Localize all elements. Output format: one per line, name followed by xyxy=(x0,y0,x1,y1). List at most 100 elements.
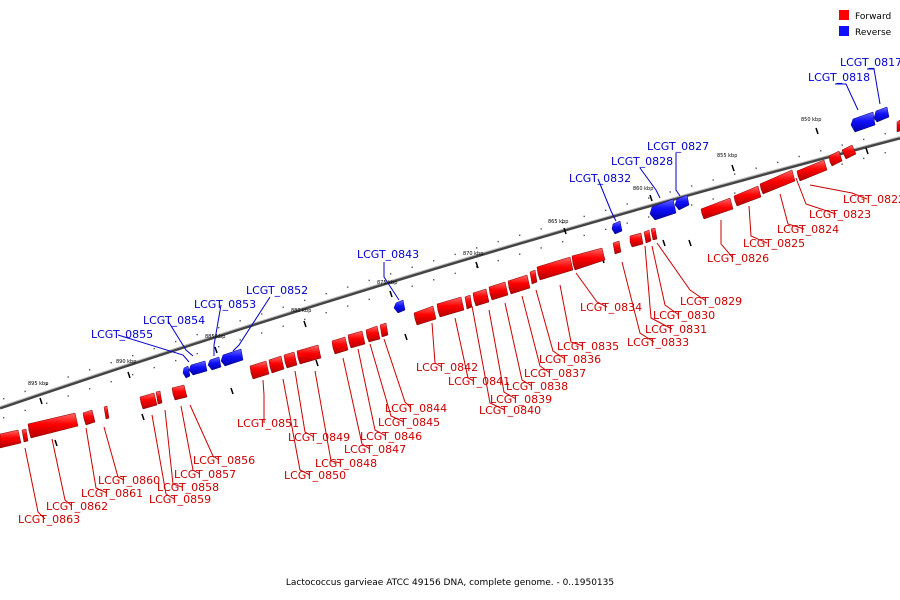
gene-arrow-lcgt-0855[interactable] xyxy=(182,365,191,379)
gene-label-lcgt-0854[interactable]: LCGT_0854 xyxy=(143,314,205,327)
gene-label-lcgt-0856[interactable]: LCGT_0856 xyxy=(193,454,255,467)
gene-label-lcgt-0823[interactable]: LCGT_0823 xyxy=(809,208,871,221)
gene-arrow-lcgt-0826b[interactable] xyxy=(733,185,762,207)
tick-880kbp: 880 kbp xyxy=(291,308,311,328)
gene-label-lcgt-0817[interactable]: LCGT_0817 xyxy=(840,56,900,69)
scale-dot xyxy=(648,216,650,218)
gene-label-lcgt-0832[interactable]: LCGT_0832 xyxy=(569,172,631,185)
gene-label-lcgt-0852[interactable]: LCGT_0852 xyxy=(246,284,308,297)
gene-label-lcgt-0831[interactable]: LCGT_0831 xyxy=(645,323,707,336)
gene-arrow-lcgt-0832[interactable] xyxy=(611,220,623,235)
gene-arrow-lcgt-0844[interactable] xyxy=(379,322,389,338)
gene-label-lcgt-0850[interactable]: LCGT_0850 xyxy=(284,469,346,482)
scale-dot xyxy=(712,198,714,200)
gene-label-lcgt-0846[interactable]: LCGT_0846 xyxy=(360,430,422,443)
gene-label-lcgt-0859[interactable]: LCGT_0859 xyxy=(149,493,211,506)
gene-label-lcgt-0838[interactable]: LCGT_0838 xyxy=(506,380,568,393)
gene-arrow-lcgt-0840[interactable] xyxy=(464,294,473,310)
gene-label-lcgt-0843[interactable]: LCGT_0843 xyxy=(357,248,419,261)
gene-label-lcgt-0855[interactable]: LCGT_0855 xyxy=(91,328,153,341)
gene-arrow-lcgt-0831[interactable] xyxy=(629,232,644,248)
gene-label-lcgt-0826[interactable]: LCGT_0826 xyxy=(707,252,769,265)
gene-arrow-lcgt-0856[interactable] xyxy=(171,384,188,401)
gene-arrow-lcgt-0846[interactable] xyxy=(347,330,366,349)
gene-arrow-lcgt-0857[interactable] xyxy=(155,390,163,405)
gene-arrow-lcgt-0835[interactable] xyxy=(536,256,574,281)
gene-label-lcgt-0828[interactable]: LCGT_0828 xyxy=(611,155,673,168)
gene-label-lcgt-0833[interactable]: LCGT_0833 xyxy=(627,336,689,349)
gene-arrow-lcgt-0841[interactable] xyxy=(436,296,465,318)
gene-arrow-lcgt-0822[interactable] xyxy=(896,119,900,133)
gene-label-lcgt-0840[interactable]: LCGT_0840 xyxy=(479,404,541,417)
gene-label-lcgt-0863[interactable]: LCGT_0863 xyxy=(18,513,80,526)
gene-arrow-lcgt-0860[interactable] xyxy=(103,405,110,420)
gene-label-lcgt-0851[interactable]: LCGT_0851 xyxy=(237,417,299,430)
gene-label-lcgt-0839[interactable]: LCGT_0839 xyxy=(490,393,552,406)
gene-arrow-lcgt-0834[interactable] xyxy=(571,247,606,271)
scale-dot xyxy=(734,192,736,194)
scale-dot xyxy=(734,173,736,175)
gene-arrow-lcgt-0850[interactable] xyxy=(268,355,285,374)
scale-dotted-line-upper xyxy=(3,133,886,400)
gene-arrow-lcgt-0826c[interactable] xyxy=(700,197,734,220)
gene-label-lcgt-0818[interactable]: LCGT_0818 xyxy=(808,71,870,84)
gene-arrow-lcgt-0839[interactable] xyxy=(472,288,490,307)
gene-label-lcgt-0825[interactable]: LCGT_0825 xyxy=(743,237,805,250)
gene-arrow-lcgt-0827[interactable] xyxy=(674,194,690,211)
gene-arrow-lcgt-0842[interactable] xyxy=(413,305,437,326)
gene-arrow-lcgt-0858[interactable] xyxy=(139,392,158,410)
gene-arrow-lcgt-0833[interactable] xyxy=(612,240,622,255)
gene-label-lcgt-0830[interactable]: LCGT_0830 xyxy=(653,309,715,322)
gene-label-lcgt-0847[interactable]: LCGT_0847 xyxy=(344,443,406,456)
gene-label-lcgt-0853[interactable]: LCGT_0853 xyxy=(194,298,256,311)
gene-arrow-lcgt-0825[interactable] xyxy=(796,159,828,182)
gene-arrow-lcgt-0830[interactable] xyxy=(643,229,652,244)
gene-arrow-lcgt-0826[interactable] xyxy=(759,169,796,195)
gene-label-lcgt-0844[interactable]: LCGT_0844 xyxy=(385,402,447,415)
gene-arrow-lcgt-0828[interactable] xyxy=(649,198,677,221)
gene-arrow-lcgt-0845[interactable] xyxy=(365,325,381,343)
gene-arrow-lcgt-0829[interactable] xyxy=(650,227,658,241)
scale-dot xyxy=(605,228,607,230)
scale-dot xyxy=(282,306,284,308)
gene-label-lcgt-0861[interactable]: LCGT_0861 xyxy=(81,487,143,500)
gene-arrow-lcgt-0847[interactable] xyxy=(331,336,349,355)
gene-label-lcgt-0834[interactable]: LCGT_0834 xyxy=(580,301,642,314)
gene-arrow-lcgt-0862[interactable] xyxy=(27,412,79,439)
gene-arrow-lcgt-0852[interactable] xyxy=(220,348,244,367)
gene-label-lcgt-0858[interactable]: LCGT_0858 xyxy=(157,481,219,494)
gene-arrow-lcgt-0863[interactable] xyxy=(0,429,22,449)
gene-label-lcgt-0849[interactable]: LCGT_0849 xyxy=(288,431,350,444)
gene-arrow-lcgt-0817[interactable] xyxy=(873,106,890,123)
gene-label-lcgt-0829[interactable]: LCGT_0829 xyxy=(680,295,742,308)
gene-label-lcgt-0836[interactable]: LCGT_0836 xyxy=(539,353,601,366)
gene-label-lcgt-0837[interactable]: LCGT_0837 xyxy=(524,367,586,380)
gene-arrow-lcgt-0818[interactable] xyxy=(850,111,876,133)
gene-arrow-lcgt-0853[interactable] xyxy=(207,356,222,371)
gene-label-lcgt-0827[interactable]: LCGT_0827 xyxy=(647,140,709,153)
gene-arrow-lcgt-0837[interactable] xyxy=(507,274,531,295)
gene-arrow-lcgt-0843[interactable] xyxy=(393,299,406,314)
gene-arrow-lcgt-0848[interactable] xyxy=(296,344,322,365)
gene-label-lcgt-0835[interactable]: LCGT_0835 xyxy=(557,340,619,353)
gene-label-lcgt-0842[interactable]: LCGT_0842 xyxy=(416,361,478,374)
gene-label-lcgt-0845[interactable]: LCGT_0845 xyxy=(378,416,440,429)
gene-label-lcgt-0857[interactable]: LCGT_0857 xyxy=(174,468,236,481)
gene-arrow-lcgt-0836[interactable] xyxy=(529,269,538,285)
gene-label-lcgt-0841[interactable]: LCGT_0841 xyxy=(448,375,510,388)
gene-arrow-lcgt-0824[interactable] xyxy=(828,150,843,167)
gene-arrow-lcgt-0838[interactable] xyxy=(488,281,509,301)
gene-label-lcgt-0824[interactable]: LCGT_0824 xyxy=(777,223,839,236)
gene-label-lcgt-0822[interactable]: LCGT_0822 xyxy=(843,193,900,206)
gene-label-lcgt-0860[interactable]: LCGT_0860 xyxy=(98,474,160,487)
gene-arrow-lcgt-0851[interactable] xyxy=(249,360,270,380)
gene-label-lcgt-0848[interactable]: LCGT_0848 xyxy=(315,457,377,470)
forward-gene-labels: LCGT_0822 LCGT_0823 LCGT_0824 LCGT_0825 … xyxy=(18,193,900,526)
scale-dot xyxy=(325,312,327,314)
gene-label-lcgt-0862[interactable]: LCGT_0862 xyxy=(46,500,108,513)
gene-arrow-lcgt-0854[interactable] xyxy=(188,360,208,376)
gene-arrow-lcgt-0861[interactable] xyxy=(82,409,96,426)
gene-arrow-lcgt-0862b[interactable] xyxy=(21,428,29,443)
gene-arrow-lcgt-0849[interactable] xyxy=(283,351,298,369)
gene-arrow-lcgt-0823[interactable] xyxy=(841,144,857,160)
